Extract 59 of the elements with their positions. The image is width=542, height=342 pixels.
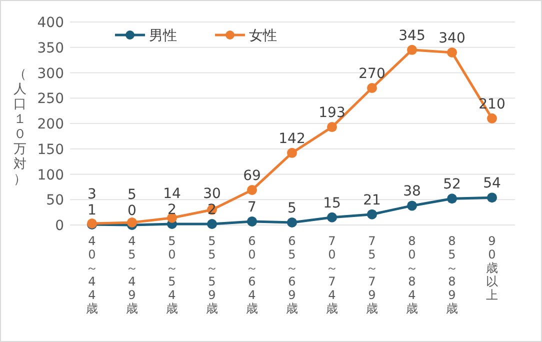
x-tick-label: 70～74歳 xyxy=(326,234,338,316)
point xyxy=(447,194,457,204)
data-label: 38 xyxy=(403,184,421,200)
data-label: 193 xyxy=(318,105,346,122)
y-tick-label: 300 xyxy=(37,66,64,82)
y-tick-label: 350 xyxy=(37,40,64,56)
point xyxy=(487,192,497,203)
y-tick-label: 200 xyxy=(37,116,64,132)
point xyxy=(247,216,257,226)
data-label: 142 xyxy=(278,130,306,147)
data-label: 54 xyxy=(483,176,501,192)
data-label: 5 xyxy=(128,187,136,203)
point xyxy=(247,184,257,195)
point xyxy=(367,209,377,220)
x-tick-label: 85～89歳 xyxy=(446,234,458,316)
y-tick-label: 150 xyxy=(37,142,64,158)
x-tick-label: 45～49歳 xyxy=(126,234,138,316)
data-label: 15 xyxy=(323,195,341,212)
point xyxy=(287,217,297,228)
data-label: 52 xyxy=(443,176,461,193)
data-label: 0 xyxy=(128,203,136,219)
y-tick-label: 250 xyxy=(37,91,64,108)
y-tick-label: 400 xyxy=(37,15,64,31)
legend-label: 女性 xyxy=(249,28,277,44)
x-tick-label: 90歳以上 xyxy=(486,234,498,302)
point xyxy=(367,82,377,93)
data-label: 345 xyxy=(398,28,426,44)
data-label: 5 xyxy=(288,200,296,216)
data-label: 270 xyxy=(358,66,386,82)
point xyxy=(487,113,497,124)
point xyxy=(407,200,417,211)
data-label: 7 xyxy=(248,199,256,216)
x-tick-label: 65～69歳 xyxy=(286,234,298,316)
data-label: 30 xyxy=(203,186,221,202)
point xyxy=(327,122,337,132)
x-tick-label: 60～64歳 xyxy=(246,234,258,316)
y-tick-label: 100 xyxy=(37,167,64,184)
x-tick-label: 50～54歳 xyxy=(166,234,178,316)
point xyxy=(327,212,337,222)
data-label: 14 xyxy=(163,186,181,202)
data-label: 2 xyxy=(208,202,216,218)
point xyxy=(287,148,297,158)
y-tick-label: 0 xyxy=(55,218,64,234)
x-tick-label: 40～44歳 xyxy=(86,234,98,316)
x-tick-label: 75～79歳 xyxy=(366,234,378,316)
data-label: 21 xyxy=(363,192,381,208)
data-label: 340 xyxy=(438,30,466,46)
y-tick-label: 50 xyxy=(46,192,64,209)
data-label: 3 xyxy=(88,186,96,202)
data-label: 1 xyxy=(88,202,96,218)
legend-label: 男性 xyxy=(149,28,177,44)
x-tick-label: 80～84歳 xyxy=(406,234,418,316)
point xyxy=(447,47,457,58)
data-label: 69 xyxy=(243,168,261,184)
x-tick-label: 55～59歳 xyxy=(206,234,218,316)
point xyxy=(127,217,137,228)
y-axis-title: （人口１０万対） xyxy=(14,67,26,187)
point xyxy=(407,44,417,55)
point xyxy=(207,218,217,229)
